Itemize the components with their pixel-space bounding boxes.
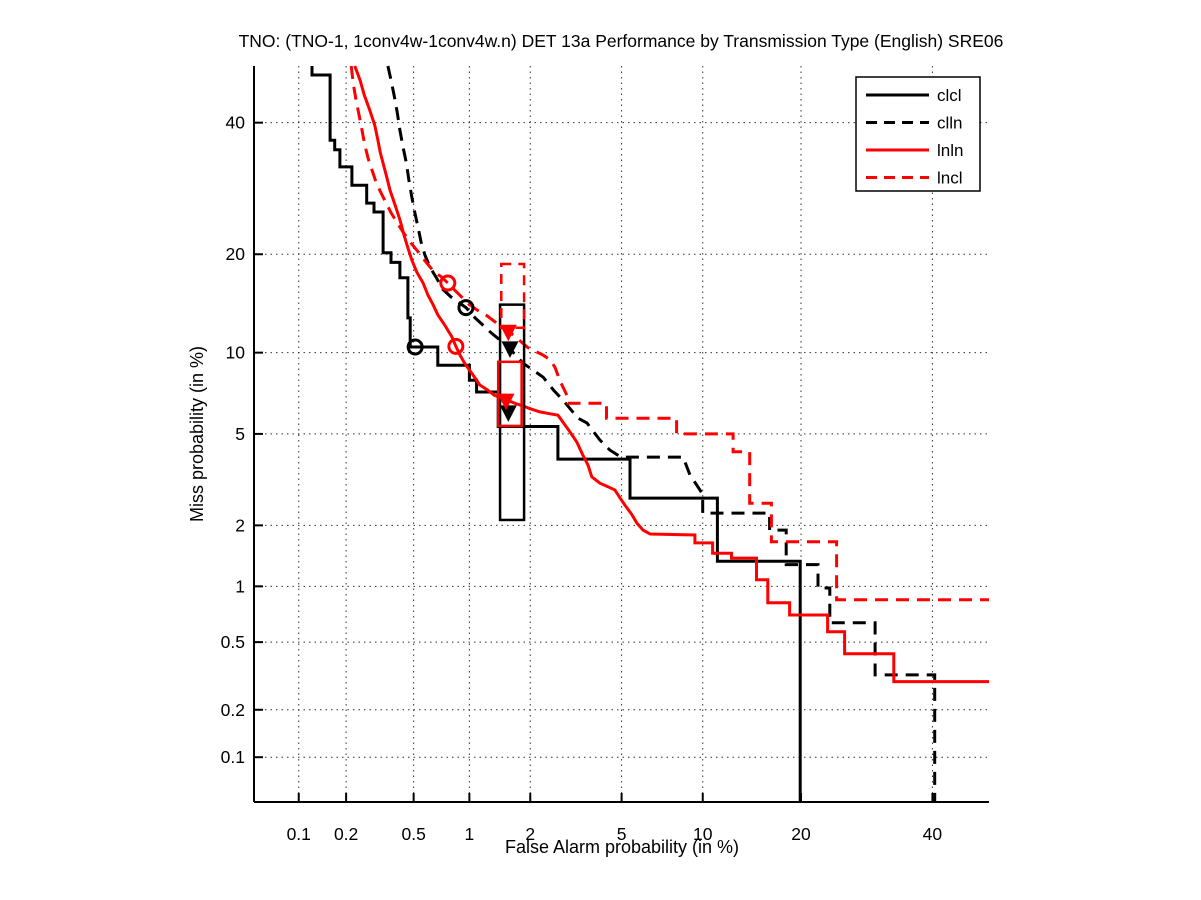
- y-tick-label: 5: [235, 424, 245, 444]
- actual-cost-triangle-clcl: [499, 405, 517, 422]
- actual-cost-triangle-lncl: [499, 324, 517, 342]
- grid: [254, 66, 989, 802]
- min-cost-circle-clln: [457, 299, 475, 317]
- confidence-box-lncl: [500, 262, 526, 329]
- markers: [406, 262, 526, 522]
- curve-clln: [386, 65, 937, 802]
- actual-cost-triangle-lnln: [497, 393, 515, 411]
- curve-lnln: [353, 65, 989, 684]
- y-tick-label: 20: [226, 244, 246, 264]
- legend-label-clcl: clcl: [937, 86, 962, 105]
- x-tick-label: 2: [525, 824, 535, 844]
- actual-cost-triangle-clln: [501, 341, 519, 358]
- x-tick-label: 40: [923, 824, 943, 844]
- legend-label-lnln: lnln: [937, 141, 963, 160]
- curve-clcl: [310, 66, 802, 802]
- x-tick-label: 10: [693, 824, 713, 844]
- y-tick-label: 2: [235, 515, 245, 535]
- confidence-box-clcl: [498, 303, 526, 522]
- plot-title: TNO: (TNO-1, 1conv4w-1conv4w.n) DET 13a …: [239, 31, 1004, 51]
- legend-label-lncl: lncl: [937, 169, 963, 188]
- x-tick-label: 0.1: [287, 824, 311, 844]
- legend: clcl clln lnln lncl: [855, 76, 981, 192]
- y-tick-label: 0.2: [221, 700, 245, 720]
- x-tick-label: 0.2: [334, 824, 358, 844]
- y-axis-label: Miss probability (in %): [187, 346, 207, 522]
- curves: [310, 65, 989, 802]
- y-tick-label: 40: [226, 113, 246, 133]
- min-cost-circle-clcl: [406, 338, 424, 356]
- y-tick-label: 10: [226, 343, 246, 363]
- x-axis-label: False Alarm probability (in %): [505, 837, 739, 857]
- y-tick-label: 1: [235, 576, 245, 596]
- min-cost-circle-lncl: [439, 274, 457, 292]
- x-tick-label: 5: [617, 824, 627, 844]
- x-tick-label: 20: [791, 824, 811, 844]
- legend-label-clln: clln: [937, 114, 963, 133]
- x-tick-label: 1: [465, 824, 475, 844]
- axes: 0.1 0.2 0.5 1 2 5 10 20 40 0.1 0.2 0.5 1 2 5 10 20 40: [221, 66, 989, 844]
- y-tick-label: 0.5: [221, 632, 245, 652]
- x-tick-label: 0.5: [401, 824, 425, 844]
- y-tick-label: 0.1: [221, 747, 245, 767]
- min-cost-circle-lnln: [447, 337, 465, 355]
